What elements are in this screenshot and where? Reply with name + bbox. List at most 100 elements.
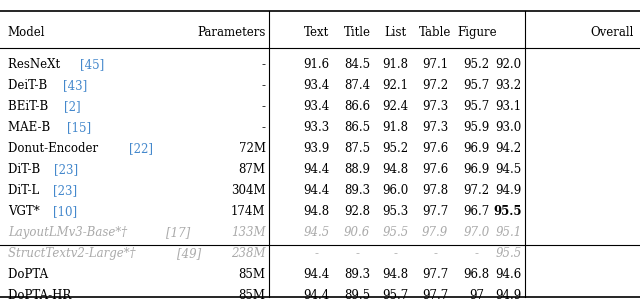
Text: Text: Text [304,26,330,39]
Text: 97.2: 97.2 [422,79,448,92]
Text: Table: Table [419,26,451,39]
Text: 87.5: 87.5 [344,142,370,155]
Text: -: - [433,247,437,260]
Text: -: - [315,247,319,260]
Text: [22]: [22] [129,142,153,155]
Text: 94.4: 94.4 [303,184,330,197]
Text: VGT*: VGT* [8,205,43,218]
Text: Figure: Figure [457,26,497,39]
Text: DoPTA-HR: DoPTA-HR [8,289,75,302]
Text: 94.4: 94.4 [303,268,330,281]
Text: Overall: Overall [590,26,634,39]
Text: 95.3: 95.3 [382,205,409,218]
Text: 95.1: 95.1 [495,226,522,239]
Text: ResNeXt: ResNeXt [8,58,63,71]
Text: [15]: [15] [67,121,91,134]
Text: -: - [355,247,359,260]
Text: 97: 97 [469,289,484,302]
Text: 96.0: 96.0 [382,184,409,197]
Text: 97.7: 97.7 [422,268,449,281]
Text: Parameters: Parameters [197,26,266,39]
Text: 93.1: 93.1 [495,100,522,113]
Text: -: - [262,79,266,92]
Text: 96.9: 96.9 [463,142,490,155]
Text: [45]: [45] [80,58,104,71]
Text: DiT-B: DiT-B [8,163,44,176]
Text: 304M: 304M [231,184,266,197]
Text: 94.5: 94.5 [303,226,330,239]
Text: 92.0: 92.0 [495,58,522,71]
Text: 97.7: 97.7 [422,289,449,302]
Text: 94.8: 94.8 [383,163,408,176]
Text: 89.3: 89.3 [344,268,370,281]
Text: 89.5: 89.5 [344,289,370,302]
Text: 133M: 133M [231,226,266,239]
Text: 97.2: 97.2 [464,184,490,197]
Text: 93.4: 93.4 [303,79,330,92]
Text: Title: Title [344,26,371,39]
Text: 91.8: 91.8 [383,121,408,134]
Text: 94.6: 94.6 [495,268,522,281]
Text: 84.5: 84.5 [344,58,370,71]
Text: 94.4: 94.4 [303,163,330,176]
Text: 91.6: 91.6 [304,58,330,71]
Text: 72M: 72M [239,142,266,155]
Text: 95.2: 95.2 [383,142,408,155]
Text: 91.8: 91.8 [383,58,408,71]
Text: 96.9: 96.9 [463,163,490,176]
Text: 94.4: 94.4 [303,289,330,302]
Text: 95.5: 95.5 [493,205,522,218]
Text: 96.8: 96.8 [464,268,490,281]
Text: DoPTA: DoPTA [8,268,52,281]
Text: 89.3: 89.3 [344,184,370,197]
Text: LayoutLMv3-Base*†: LayoutLMv3-Base*† [8,226,131,239]
Text: -: - [394,247,397,260]
Text: [23]: [23] [53,184,77,197]
Text: 95.9: 95.9 [463,121,490,134]
Text: 95.7: 95.7 [382,289,409,302]
Text: [10]: [10] [54,205,77,218]
Text: 238M: 238M [231,247,266,260]
Text: 97.0: 97.0 [463,226,490,239]
Text: 97.6: 97.6 [422,142,449,155]
Text: 87M: 87M [239,163,266,176]
Text: 97.9: 97.9 [422,226,449,239]
Text: 97.3: 97.3 [422,100,449,113]
Text: 92.1: 92.1 [383,79,408,92]
Text: 97.1: 97.1 [422,58,448,71]
Text: 97.8: 97.8 [422,184,448,197]
Text: 87.4: 87.4 [344,79,370,92]
Text: List: List [385,26,406,39]
Text: [17]: [17] [166,226,191,239]
Text: BEiT-B: BEiT-B [8,100,52,113]
Text: 97.3: 97.3 [422,121,449,134]
Text: 96.7: 96.7 [463,205,490,218]
Text: -: - [262,100,266,113]
Text: 97.6: 97.6 [422,163,449,176]
Text: 94.8: 94.8 [383,268,408,281]
Text: Model: Model [8,26,45,39]
Text: 93.4: 93.4 [303,100,330,113]
Text: StructTextv2-Large*†: StructTextv2-Large*† [8,247,139,260]
Text: 85M: 85M [239,289,266,302]
Text: [2]: [2] [65,100,81,113]
Text: 92.4: 92.4 [383,100,408,113]
Text: [43]: [43] [63,79,88,92]
Text: 93.3: 93.3 [303,121,330,134]
Text: 95.5: 95.5 [495,247,522,260]
Text: 97.7: 97.7 [422,205,449,218]
Text: Donut-Encoder: Donut-Encoder [8,142,102,155]
Text: MAE-B: MAE-B [8,121,54,134]
Text: 90.6: 90.6 [344,226,371,239]
Text: 94.9: 94.9 [495,289,522,302]
Text: DiT-L: DiT-L [8,184,43,197]
Text: 93.2: 93.2 [495,79,522,92]
Text: 95.7: 95.7 [463,79,490,92]
Text: 93.0: 93.0 [495,121,522,134]
Text: 85M: 85M [239,268,266,281]
Text: 94.8: 94.8 [304,205,330,218]
Text: 93.9: 93.9 [303,142,330,155]
Text: -: - [475,247,479,260]
Text: 95.2: 95.2 [464,58,490,71]
Text: [49]: [49] [177,247,202,260]
